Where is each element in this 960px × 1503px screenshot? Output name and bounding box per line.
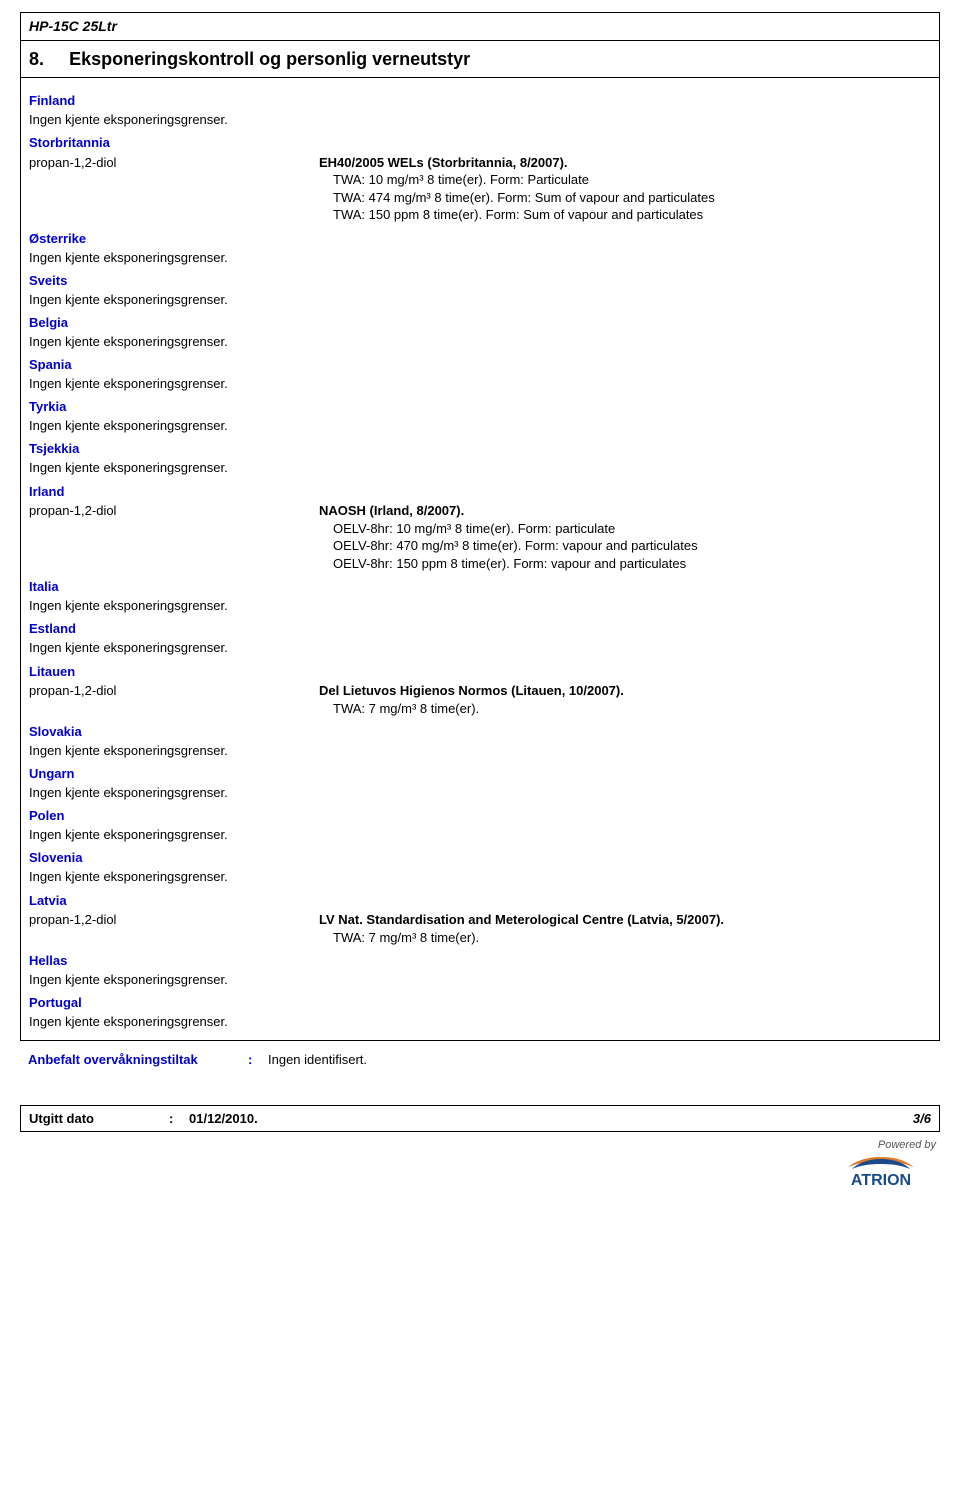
- lit-line-1: TWA: 7 mg/m³ 8 time(er).: [319, 700, 931, 718]
- recommend-sep: :: [248, 1051, 268, 1069]
- lat-line-1: TWA: 7 mg/m³ 8 time(er).: [319, 929, 931, 947]
- document-frame: HP-15C 25Ltr 8. Eksponeringskontroll og …: [20, 12, 940, 1041]
- country-spania: Spania: [29, 356, 931, 374]
- section-header: 8. Eksponeringskontroll og personlig ver…: [21, 41, 939, 78]
- none-text: Ingen kjente eksponeringsgrenser.: [29, 417, 931, 435]
- lit-limits: Del Lietuvos Higienos Normos (Litauen, 1…: [319, 682, 931, 717]
- logo-text: ATRION: [851, 1172, 911, 1189]
- country-slovakia: Slovakia: [29, 723, 931, 741]
- footer-date: 01/12/2010.: [189, 1110, 913, 1128]
- none-text: Ingen kjente eksponeringsgrenser.: [29, 639, 931, 657]
- substance-label: propan-1,2-diol: [29, 682, 319, 717]
- country-italia: Italia: [29, 578, 931, 596]
- recommend-value: Ingen identifisert.: [268, 1051, 367, 1069]
- footer-bar: Utgitt dato : 01/12/2010. 3/6: [20, 1105, 940, 1133]
- content-area: Finland Ingen kjente eksponeringsgrenser…: [21, 78, 939, 1040]
- lat-header: LV Nat. Standardisation and Meterologica…: [319, 911, 931, 929]
- none-text: Ingen kjente eksponeringsgrenser.: [29, 742, 931, 760]
- footer-label: Utgitt dato: [29, 1110, 169, 1128]
- country-tyrkia: Tyrkia: [29, 398, 931, 416]
- irl-limits: NAOSH (Irland, 8/2007). OELV-8hr: 10 mg/…: [319, 502, 931, 572]
- uk-line-2: TWA: 474 mg/m³ 8 time(er). Form: Sum of …: [319, 189, 931, 207]
- doc-title: HP-15C 25Ltr: [21, 13, 939, 41]
- country-hellas: Hellas: [29, 952, 931, 970]
- substance-label: propan-1,2-diol: [29, 911, 319, 946]
- none-text: Ingen kjente eksponeringsgrenser.: [29, 784, 931, 802]
- country-portugal: Portugal: [29, 994, 931, 1012]
- country-estland: Estland: [29, 620, 931, 638]
- footer-wrap: Utgitt dato : 01/12/2010. 3/6 Powered by…: [20, 1105, 940, 1196]
- country-ungarn: Ungarn: [29, 765, 931, 783]
- country-finland: Finland: [29, 92, 931, 110]
- atrion-logo: ATRION: [826, 1155, 936, 1196]
- recommend-row: Anbefalt overvåkningstiltak : Ingen iden…: [20, 1041, 940, 1075]
- none-text: Ingen kjente eksponeringsgrenser.: [29, 826, 931, 844]
- none-text: Ingen kjente eksponeringsgrenser.: [29, 459, 931, 477]
- uk-line-3: TWA: 150 ppm 8 time(er). Form: Sum of va…: [319, 206, 931, 224]
- none-text: Ingen kjente eksponeringsgrenser.: [29, 868, 931, 886]
- country-polen: Polen: [29, 807, 931, 825]
- country-storbritannia: Storbritannia: [29, 134, 931, 152]
- country-belgia: Belgia: [29, 314, 931, 332]
- country-litauen: Litauen: [29, 663, 931, 681]
- country-latvia: Latvia: [29, 892, 931, 910]
- country-irland: Irland: [29, 483, 931, 501]
- irl-line-3: OELV-8hr: 150 ppm 8 time(er). Form: vapo…: [319, 555, 931, 573]
- country-tsjekkia: Tsjekkia: [29, 440, 931, 458]
- irl-line-1: OELV-8hr: 10 mg/m³ 8 time(er). Form: par…: [319, 520, 931, 538]
- country-osterrike: Østerrike: [29, 230, 931, 248]
- none-text: Ingen kjente eksponeringsgrenser.: [29, 111, 931, 129]
- none-text: Ingen kjente eksponeringsgrenser.: [29, 971, 931, 989]
- country-slovenia: Slovenia: [29, 849, 931, 867]
- logo-wrap: ATRION: [20, 1155, 940, 1196]
- uk-line-1: TWA: 10 mg/m³ 8 time(er). Form: Particul…: [319, 171, 931, 189]
- none-text: Ingen kjente eksponeringsgrenser.: [29, 249, 931, 267]
- substance-label: propan-1,2-diol: [29, 502, 319, 572]
- lit-header: Del Lietuvos Higienos Normos (Litauen, 1…: [319, 682, 931, 700]
- none-text: Ingen kjente eksponeringsgrenser.: [29, 333, 931, 351]
- section-number: 8.: [29, 49, 44, 69]
- uk-header: EH40/2005 WELs (Storbritannia, 8/2007).: [319, 154, 931, 172]
- none-text: Ingen kjente eksponeringsgrenser.: [29, 1013, 931, 1031]
- footer-page: 3/6: [913, 1110, 931, 1128]
- irl-header: NAOSH (Irland, 8/2007).: [319, 502, 931, 520]
- substance-label: propan-1,2-diol: [29, 154, 319, 224]
- none-text: Ingen kjente eksponeringsgrenser.: [29, 375, 931, 393]
- footer-sep: :: [169, 1110, 189, 1128]
- section-title: Eksponeringskontroll og personlig verneu…: [69, 49, 470, 69]
- recommend-label: Anbefalt overvåkningstiltak: [28, 1051, 248, 1069]
- none-text: Ingen kjente eksponeringsgrenser.: [29, 291, 931, 309]
- lat-limits: LV Nat. Standardisation and Meterologica…: [319, 911, 931, 946]
- none-text: Ingen kjente eksponeringsgrenser.: [29, 597, 931, 615]
- uk-limits: EH40/2005 WELs (Storbritannia, 8/2007). …: [319, 154, 931, 224]
- irl-line-2: OELV-8hr: 470 mg/m³ 8 time(er). Form: va…: [319, 537, 931, 555]
- country-sveits: Sveits: [29, 272, 931, 290]
- powered-by-text: Powered by: [20, 1138, 940, 1153]
